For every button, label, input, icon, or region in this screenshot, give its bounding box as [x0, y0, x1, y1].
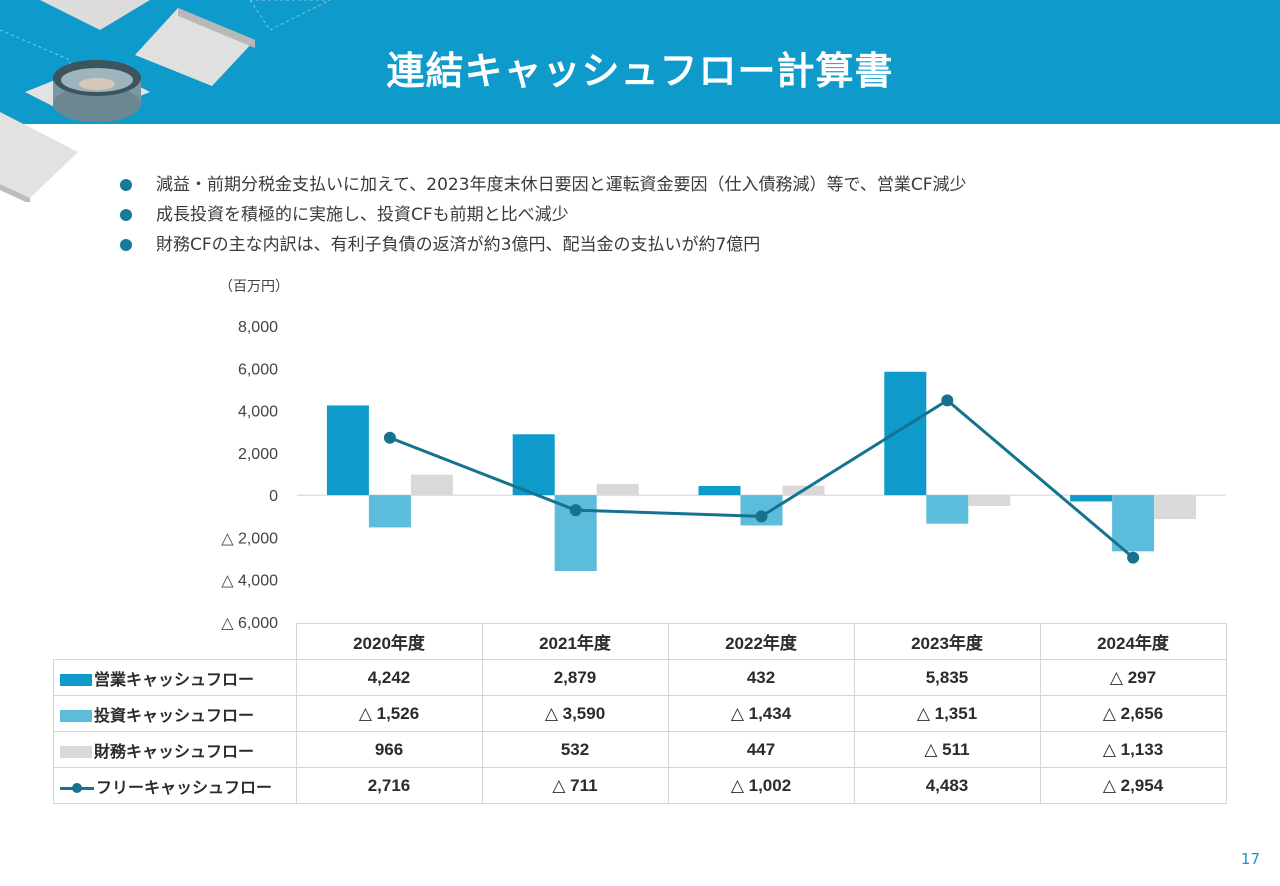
table-header-row: 2020年度 2021年度 2022年度 2023年度 2024年度: [53, 623, 1227, 660]
operating-legend-swatch: [60, 674, 92, 687]
bar-financing: [596, 483, 639, 496]
y-tick-label: 8,000: [238, 319, 278, 336]
free-cf-point: [383, 431, 396, 444]
table-cell: △ 1,133: [1039, 731, 1227, 768]
table-cell: △ 1,002: [667, 767, 855, 804]
bar-operating: [512, 434, 555, 496]
table-cell: △ 511: [853, 731, 1041, 768]
series-name: 営業キャッシュフロー: [94, 671, 255, 689]
summary-bullets: 減益・前期分税金支払いに加えて、2023年度末休日要因と運転資金要因（仕入債務減…: [120, 172, 967, 262]
table-cell: 2,879: [481, 659, 669, 696]
table-cell: 4,242: [295, 659, 483, 696]
table-row-financing: 財務キャッシュフロー 966 532 447 △ 511 △ 1,133: [53, 731, 1227, 768]
y-tick-label: 6,000: [238, 361, 278, 378]
header-banner: 連結キャッシュフロー計算書: [0, 0, 1280, 124]
table-cell: 2,716: [295, 767, 483, 804]
bullet-item: 成長投資を積極的に実施し、投資CFも前期と比べ減少: [120, 202, 967, 232]
page-number: 17: [1240, 850, 1260, 868]
free-cf-point: [755, 510, 768, 523]
y-tick-label: △ 2,000: [221, 530, 278, 547]
header-decoration: [0, 0, 331, 122]
table-cell: △ 711: [481, 767, 669, 804]
free-cf-point: [941, 394, 954, 407]
series-name: 財務キャッシュフロー: [94, 743, 255, 761]
bullet-dot-icon: [120, 209, 132, 221]
y-tick-label: △ 4,000: [221, 573, 278, 590]
bar-operating: [884, 371, 927, 496]
bullet-dot-icon: [120, 179, 132, 191]
free-cf-legend-swatch: [60, 781, 94, 795]
table-row-investing: 投資キャッシュフロー △ 1,526 △ 3,590 △ 1,434 △ 1,3…: [53, 695, 1227, 732]
y-tick-label: 2,000: [238, 446, 278, 463]
table-cell: 5,835: [853, 659, 1041, 696]
bar-financing: [1154, 495, 1197, 520]
series-name: 投資キャッシュフロー: [94, 707, 255, 725]
row-label: フリーキャッシュフロー: [53, 767, 297, 804]
column-header: 2022年度: [667, 623, 855, 660]
bar-investing: [926, 495, 969, 524]
table-cell: 966: [295, 731, 483, 768]
row-label: 投資キャッシュフロー: [53, 695, 297, 732]
row-label: 財務キャッシュフロー: [53, 731, 297, 768]
bar-financing: [410, 474, 453, 496]
column-header: 2024年度: [1039, 623, 1227, 660]
bar-operating: [326, 405, 369, 496]
bullet-text: 減益・前期分税金支払いに加えて、2023年度末休日要因と運転資金要因（仕入債務減…: [156, 175, 967, 195]
bar-investing: [368, 495, 411, 528]
column-header: 2020年度: [295, 623, 483, 660]
unit-label: （百万円）: [219, 279, 289, 295]
table-cell: 532: [481, 731, 669, 768]
free-cf-point: [569, 504, 582, 517]
table-cell: △ 1,526: [295, 695, 483, 732]
table-cell: △ 2,656: [1039, 695, 1227, 732]
y-tick-label: 0: [269, 488, 278, 505]
y-tick-label: 4,000: [238, 404, 278, 421]
series-name: フリーキャッシュフロー: [96, 779, 273, 797]
bullet-dot-icon: [120, 239, 132, 251]
table-cell: △ 1,434: [667, 695, 855, 732]
table-cell: 432: [667, 659, 855, 696]
cashflow-data-table: 2020年度 2021年度 2022年度 2023年度 2024年度 営業キャッ…: [53, 623, 1227, 804]
free-cf-line: [389, 398, 1135, 559]
column-header: 2023年度: [853, 623, 1041, 660]
table-cell: 447: [667, 731, 855, 768]
bullet-text: 財務CFの主な内訳は、有利子負債の返済が約3億円、配当金の支払いが約7億円: [156, 235, 761, 255]
bullet-text: 成長投資を積極的に実施し、投資CFも前期と比べ減少: [156, 205, 569, 225]
table-row-operating: 営業キャッシュフロー 4,242 2,879 432 5,835 △ 297: [53, 659, 1227, 696]
table-corner: [53, 623, 297, 660]
page-title: 連結キャッシュフロー計算書: [386, 49, 894, 93]
table-cell: △ 2,954: [1039, 767, 1227, 804]
bar-investing: [1112, 495, 1155, 552]
free-cf-point: [1127, 551, 1140, 564]
corner-tile: [0, 112, 78, 202]
cashflow-chart: （百万円） 8,000 6,000 4,000 2,000 0 △ 2,000 △ 4,000…: [219, 279, 1226, 630]
table-cell: △ 297: [1039, 659, 1227, 696]
table-cell: 4,483: [853, 767, 1041, 804]
table-cell: △ 3,590: [481, 695, 669, 732]
bar-financing: [968, 495, 1011, 506]
table-row-free: フリーキャッシュフロー 2,716 △ 711 △ 1,002 4,483 △ …: [53, 767, 1227, 804]
financing-legend-swatch: [60, 746, 92, 759]
bar-operating: [1070, 495, 1113, 502]
bar-operating: [698, 486, 741, 496]
bullet-item: 財務CFの主な内訳は、有利子負債の返済が約3億円、配当金の支払いが約7億円: [120, 232, 967, 262]
table-cell: △ 1,351: [853, 695, 1041, 732]
bullet-item: 減益・前期分税金支払いに加えて、2023年度末休日要因と運転資金要因（仕入債務減…: [120, 172, 967, 202]
investing-legend-swatch: [60, 710, 92, 723]
row-label: 営業キャッシュフロー: [53, 659, 297, 696]
column-header: 2021年度: [481, 623, 669, 660]
